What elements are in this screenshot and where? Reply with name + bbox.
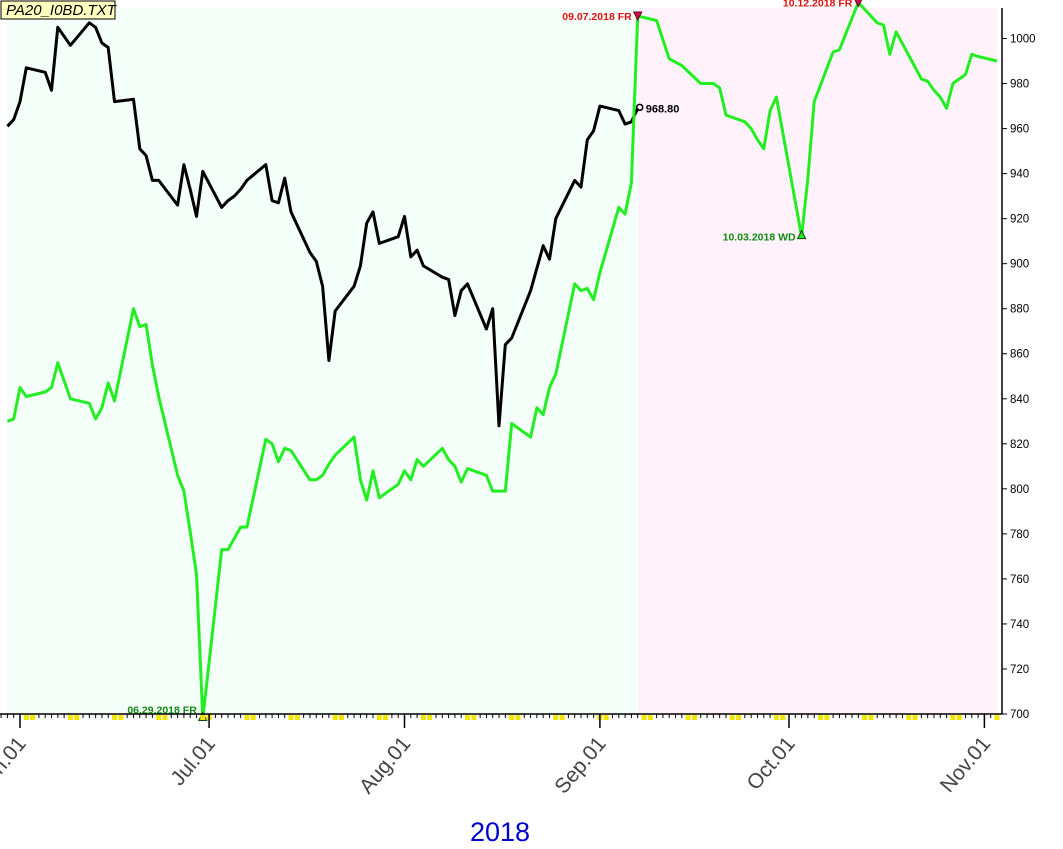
weekend-marker <box>420 715 426 720</box>
annotation-marker-1 <box>632 11 643 22</box>
weekend-marker <box>868 715 874 720</box>
weekend-marker <box>156 715 162 720</box>
weekend-marker <box>250 715 256 720</box>
y-tick-label-15: 1000 <box>1010 34 1036 46</box>
series-end-marker <box>635 103 644 112</box>
weekend-marker <box>376 715 382 720</box>
weekend-marker <box>691 715 697 720</box>
y-tick-label-8: 860 <box>1010 349 1029 361</box>
y-tick-label-4: 780 <box>1010 529 1029 541</box>
series-line-1 <box>6 1 998 720</box>
weekend-marker <box>641 715 647 720</box>
y-tick-label-0: 700 <box>1010 709 1029 721</box>
weekend-marker <box>162 715 168 720</box>
weekend-marker <box>736 715 742 720</box>
weekend-marker <box>338 715 344 720</box>
annotation-label-2: 10.03.2018 WD <box>723 232 796 244</box>
annotation-marker-3 <box>854 0 863 8</box>
weekend-marker <box>67 715 73 720</box>
x-tick-label-1: Jul.01 <box>166 732 220 790</box>
weekend-marker <box>294 715 300 720</box>
weekend-marker <box>112 715 118 720</box>
weekend-marker <box>780 715 786 720</box>
year-label: 2018 <box>470 817 530 847</box>
y-tick-label-12: 940 <box>1010 169 1029 181</box>
weekend-marker <box>118 715 124 720</box>
y-tick-label-5: 800 <box>1010 484 1029 496</box>
shaded-region-1 <box>637 8 997 714</box>
y-tick-label-7: 840 <box>1010 394 1029 406</box>
weekend-marker <box>647 715 653 720</box>
x-tick-label-0: Jun.01 <box>0 732 31 795</box>
shaded-regions <box>7 8 997 714</box>
weekend-marker <box>383 715 389 720</box>
weekend-marker <box>74 715 80 720</box>
x-tick-label-3: Sep.01 <box>550 732 610 798</box>
weekend-marker <box>200 715 206 720</box>
weekend-marker <box>912 715 918 720</box>
weekend-marker <box>559 715 565 720</box>
weekend-marker <box>818 715 824 720</box>
weekend-marker <box>956 715 962 720</box>
weekend-marker <box>824 715 830 720</box>
weekend-marker <box>30 715 36 720</box>
weekend-marker <box>515 715 521 720</box>
annotation-label-1: 09.07.2018 FR <box>562 11 632 23</box>
y-tick-label-14: 980 <box>1010 79 1029 91</box>
x-tick-label-4: Oct.01 <box>742 732 799 794</box>
weekend-marker <box>471 715 477 720</box>
weekend-marker <box>603 715 609 720</box>
weekend-marker <box>427 715 433 720</box>
x-axis: Jun.01 Jul.01 Aug.01 Sep.01 Oct.01 Nov.01 <box>0 713 1002 798</box>
chart-title-box: PA20_I0BD.TXT <box>0 0 118 20</box>
weekend-marker <box>288 715 294 720</box>
weekend-marker <box>950 715 956 720</box>
weekend-marker <box>685 715 691 720</box>
weekend-marker <box>862 715 868 720</box>
y-tick-label-11: 920 <box>1010 214 1029 226</box>
series-layer: 968.80 <box>6 1 998 720</box>
chart-title: PA20_I0BD.TXT <box>6 2 118 19</box>
weekend-marker <box>23 715 29 720</box>
x-tick-label-2: Aug.01 <box>355 732 415 798</box>
weekend-marker <box>773 715 779 720</box>
weekend-marker <box>553 715 559 720</box>
weekend-marker <box>729 715 735 720</box>
series-end-label: 968.80 <box>646 103 680 115</box>
series-line-0 <box>6 21 640 428</box>
y-tick-label-13: 960 <box>1010 124 1029 136</box>
weekend-marker <box>906 715 912 720</box>
annotation-marker-2 <box>796 229 807 240</box>
y-tick-label-6: 820 <box>1010 439 1029 451</box>
y-tick-label-3: 760 <box>1010 574 1029 586</box>
annotation-label-3: 10.12.2018 FR <box>783 0 853 9</box>
weekend-marker <box>994 715 1000 720</box>
weekend-marker <box>509 715 515 720</box>
y-axis: 700 720 740 760 780 800 820 840 860 880 900 920 940 9… <box>1001 8 1036 721</box>
y-tick-label-2: 740 <box>1010 619 1029 631</box>
x-tick-label-5: Nov.01 <box>936 732 995 797</box>
y-tick-label-9: 880 <box>1010 304 1029 316</box>
y-tick-label-1: 720 <box>1010 664 1029 676</box>
series-end-tick <box>635 109 639 115</box>
weekend-marker <box>244 715 250 720</box>
y-tick-label-10: 900 <box>1010 259 1029 271</box>
weekend-marker <box>332 715 338 720</box>
weekend-marker <box>465 715 471 720</box>
shaded-region-0 <box>7 8 638 714</box>
